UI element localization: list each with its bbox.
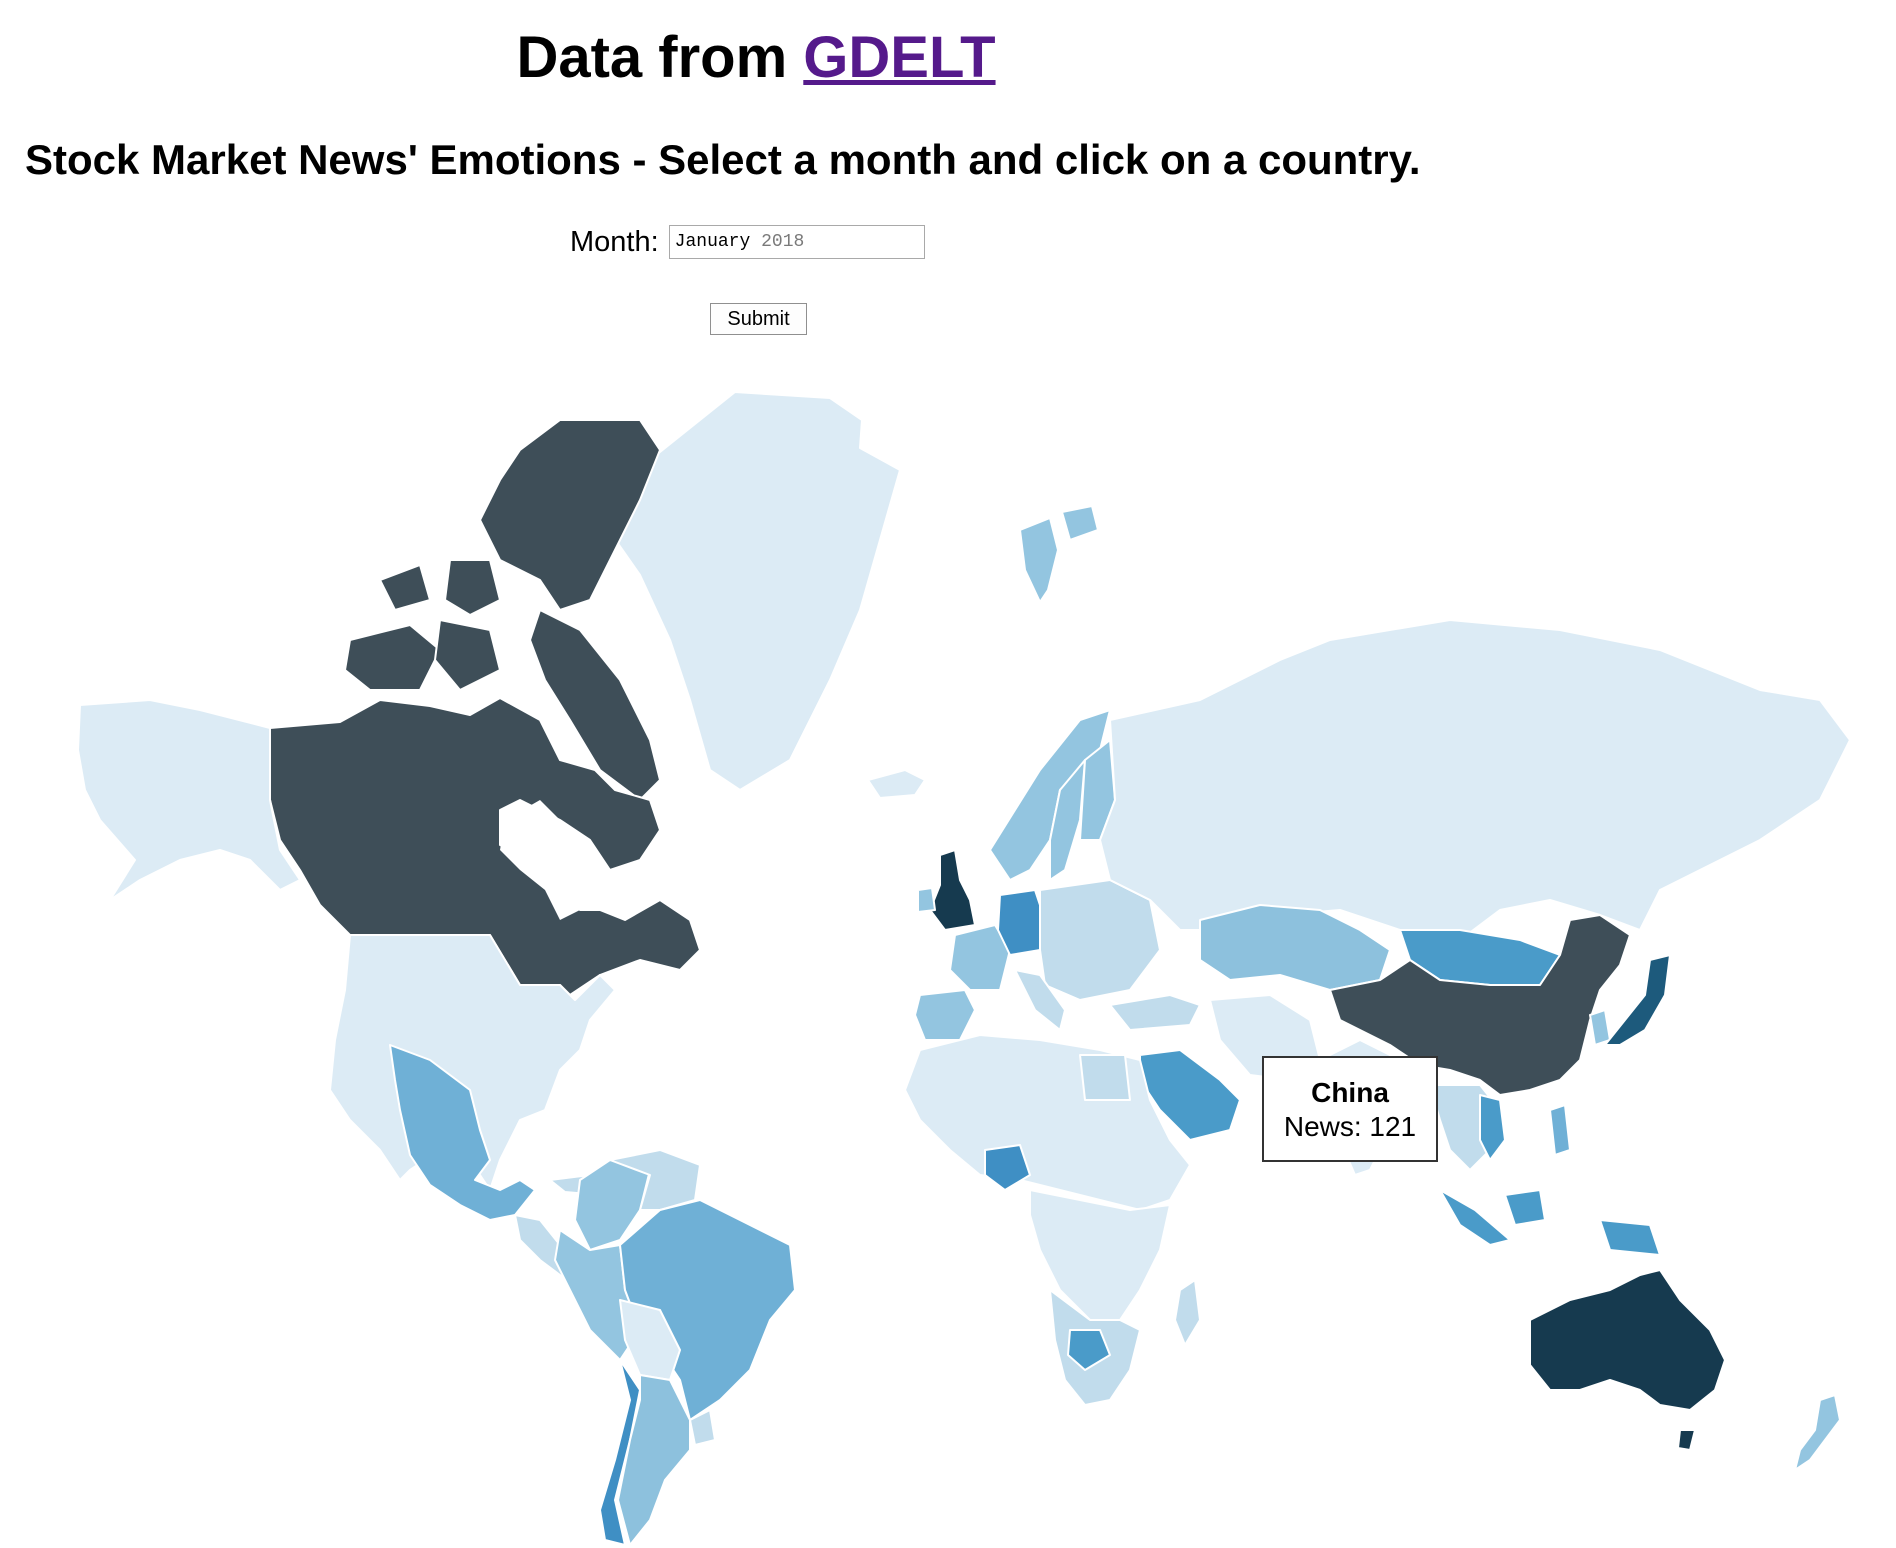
page-subtitle: Stock Market News' Emotions - Select a m… [25, 136, 1421, 183]
country-united-kingdom[interactable] [929, 849, 976, 931]
country-chile[interactable] [599, 1359, 641, 1546]
country-philippines[interactable] [1549, 1104, 1571, 1156]
country-russia[interactable] [1099, 619, 1851, 941]
country-central-africa[interactable] [1029, 1189, 1171, 1321]
country-turkey[interactable] [1109, 994, 1201, 1031]
country-spain[interactable] [914, 989, 976, 1041]
country-svalbard[interactable] [1019, 517, 1059, 603]
month-input-month: January [674, 232, 751, 252]
world-map[interactable] [0, 370, 1896, 1548]
month-input[interactable]: January 2018 [668, 225, 925, 259]
page-title: Data from GDELT [0, 22, 1512, 94]
country-uruguay[interactable] [689, 1409, 716, 1446]
country-mexico[interactable] [389, 1044, 536, 1221]
country-ireland[interactable] [917, 887, 936, 913]
title-prefix: Data from [516, 25, 788, 90]
hudson-bay [500, 800, 580, 920]
country-nigeria[interactable] [984, 1144, 1031, 1191]
country-australia[interactable] [1529, 1269, 1726, 1411]
country-canada-victoria[interactable] [344, 624, 441, 691]
month-label: Month: [570, 225, 659, 258]
country-vietnam[interactable] [1479, 1094, 1506, 1161]
country-korea[interactable] [1589, 1009, 1611, 1046]
tooltip-news-count: News: 121 [1283, 1111, 1417, 1142]
country-japan[interactable] [1604, 954, 1671, 1046]
country-egypt[interactable] [1079, 1054, 1131, 1101]
month-input-year: 2018 [761, 232, 805, 252]
country-indonesia[interactable] [1439, 1189, 1511, 1246]
country-italy[interactable] [1014, 969, 1066, 1031]
gdelt-link[interactable]: GDELT [803, 25, 996, 90]
submit-button[interactable]: Submit [710, 303, 807, 335]
country-france[interactable] [949, 924, 1011, 991]
country-svalbard-east[interactable] [1061, 505, 1099, 541]
country-usa-alaska[interactable] [77, 699, 301, 901]
country-madagascar[interactable] [1174, 1279, 1201, 1346]
country-iceland[interactable] [867, 769, 926, 799]
country-south-africa[interactable] [1067, 1329, 1111, 1371]
country-argentina[interactable] [617, 1374, 691, 1546]
month-form-row: Month: January 2018 [570, 220, 925, 264]
country-canada-island2[interactable] [379, 564, 431, 611]
country-sweden[interactable] [1049, 759, 1086, 881]
country-germany[interactable] [997, 889, 1046, 956]
country-canada-island3[interactable] [444, 559, 501, 616]
country-canada-island4[interactable] [434, 619, 501, 691]
country-indonesia-east[interactable] [1599, 1219, 1661, 1256]
country-greenland[interactable] [604, 391, 901, 791]
tooltip-country-name: China [1311, 1077, 1389, 1108]
country-canada-islands[interactable] [479, 419, 661, 611]
country-central-europe[interactable] [1039, 879, 1161, 1001]
country-indonesia-borneo[interactable] [1504, 1189, 1546, 1226]
country-tooltip: China News: 121 [1262, 1056, 1438, 1162]
country-tasmania[interactable] [1677, 1429, 1696, 1451]
country-united-states[interactable] [329, 934, 616, 1191]
country-new-zealand[interactable] [1794, 1394, 1841, 1471]
